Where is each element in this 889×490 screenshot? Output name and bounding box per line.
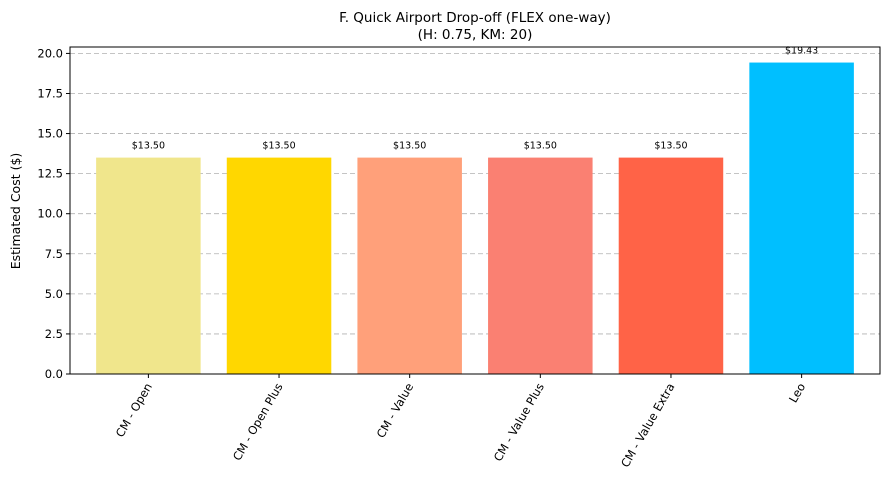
- x-tick-label: CM - Value: [374, 381, 417, 441]
- bar-value-label: $13.50: [654, 141, 687, 152]
- y-tick-label: 0.0: [45, 367, 63, 381]
- bar-value-label: $13.50: [132, 141, 165, 152]
- grid-layer: [70, 53, 880, 375]
- y-tick-label: 7.5: [45, 247, 63, 261]
- y-tick-label: 5.0: [45, 287, 63, 301]
- x-tick-label: CM - Open Plus: [230, 381, 286, 464]
- y-tick-label: 20.0: [37, 46, 63, 60]
- bar: [96, 157, 201, 374]
- value-labels-layer: $13.50 $13.50 $13.50 $13.50 $13.50 $19.43: [132, 46, 818, 152]
- bar-value-label: $13.50: [262, 141, 295, 152]
- y-tick-label: 10.0: [37, 207, 63, 221]
- bars-layer: [96, 62, 854, 375]
- x-tick-label: CM - Value Plus: [491, 380, 547, 463]
- bar: [226, 157, 332, 374]
- chart-title: F. Quick Airport Drop-off (FLEX one-way): [339, 10, 611, 26]
- bar: [749, 62, 854, 375]
- bar: [357, 157, 462, 374]
- y-tick-label: 15.0: [37, 127, 63, 141]
- x-tick-label: CM - Open: [113, 381, 155, 440]
- y-axis-label: Estimated Cost ($): [8, 153, 23, 270]
- y-tick-label: 12.5: [37, 167, 63, 181]
- y-tick-label: 2.5: [45, 327, 63, 341]
- x-tick-label: Leo: [786, 381, 808, 406]
- chart-subtitle: (H: 0.75, KM: 20): [418, 27, 533, 43]
- bar: [618, 157, 724, 374]
- bar-value-label: $13.50: [393, 141, 426, 152]
- plot-frame: [69, 46, 881, 375]
- x-axis: CM - Open CM - Open Plus CM - Value CM - Va…: [113, 374, 808, 470]
- bar-value-label: $13.50: [524, 141, 557, 152]
- y-axis: 0.0 2.5 5.0 7.5 10.0 12.5 15.0 17.5 20.0: [37, 46, 70, 381]
- bar-value-label: $19.43: [785, 46, 818, 57]
- y-tick-label: 17.5: [37, 86, 63, 100]
- x-tick-label: CM - Value Extra: [618, 381, 678, 470]
- bar: [488, 157, 593, 374]
